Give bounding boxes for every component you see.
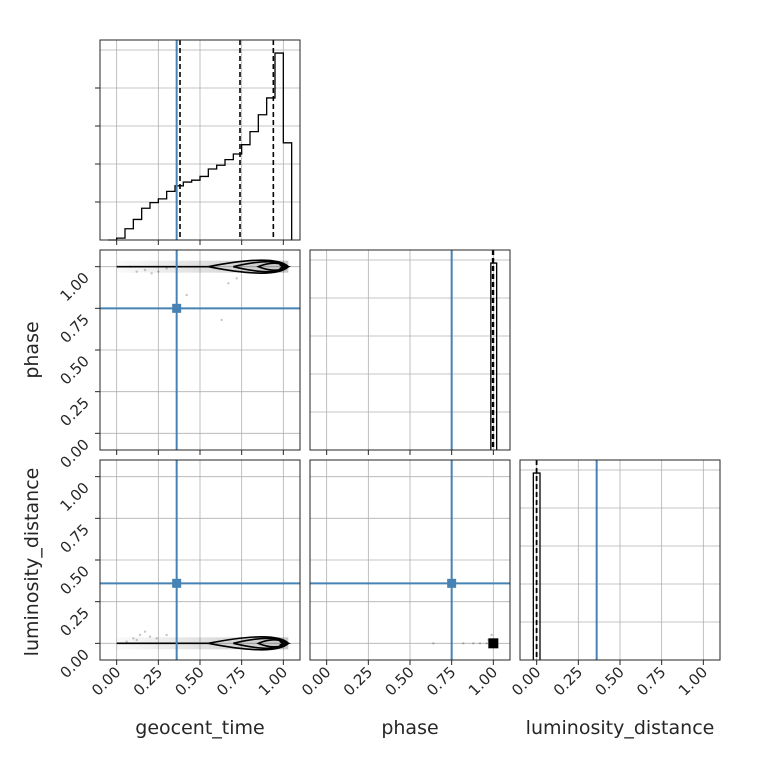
tail-point-2	[462, 642, 465, 645]
tail-point-0	[432, 642, 435, 645]
contour-3	[279, 640, 292, 647]
ytick-label-0: 0.00	[56, 435, 92, 471]
tail-point-4	[135, 638, 138, 642]
tail-point-6	[165, 633, 168, 637]
tail-point-7	[487, 638, 490, 642]
xtick-label-3: 0.75	[423, 663, 459, 699]
tail-point-4	[478, 642, 482, 645]
tail-point-7	[125, 640, 128, 643]
scatter-panel-geocent-time-vs-luminosity-distance: 0.00 0.25 0.50 0.75 1.000.000.250.500.751.00	[56, 459, 301, 699]
hist-panel-geocent-time	[95, 39, 301, 245]
xtick-label-1: 0.25	[130, 663, 166, 699]
scatter-panel-geocent-time-vs-phase: 0.00 0.25 0.50 0.75 1.00	[56, 249, 301, 472]
tail-point-5	[227, 282, 230, 285]
histogram-step-geocent-time	[108, 52, 293, 241]
truth-marker	[172, 303, 182, 313]
histogram-step-phase	[490, 262, 498, 450]
xtick-label-2: 0.50	[171, 663, 207, 699]
xtick-label-0: 0.00	[88, 663, 124, 699]
xtick-label-3: 0.75	[213, 663, 249, 699]
ytick-label-4: 1.00	[56, 479, 92, 515]
tail-point-2	[143, 268, 147, 272]
xtick-label-3: 0.75	[633, 663, 669, 699]
xtick-label-1: 0.25	[550, 663, 586, 699]
scatter-panel-phase-vs-luminosity-distance: 0.00 0.25 0.50 0.75 1.00	[298, 459, 511, 699]
tail-point-9	[128, 265, 132, 268]
tail-point-6	[235, 277, 238, 280]
tail-point-0	[132, 637, 135, 640]
xtick-label-0: 0.00	[298, 663, 334, 699]
tail-point-5	[155, 637, 158, 640]
ylabel-luminosity-distance: luminosity_distance	[21, 468, 43, 657]
density-cluster	[488, 638, 499, 649]
xtick-label-2: 0.50	[591, 663, 627, 699]
tail-point-5	[485, 642, 488, 645]
xtick-label-1: 0.25	[340, 663, 376, 699]
truth-marker	[172, 578, 182, 588]
tail-point-8	[165, 267, 168, 270]
tail-point-3	[148, 635, 152, 638]
ytick-label-3: 0.75	[56, 310, 92, 346]
ylabel-phase: phase	[21, 321, 43, 378]
xtick-label-0: 0.00	[508, 663, 544, 699]
tail-point-0	[157, 270, 160, 273]
tail-point-3	[472, 642, 475, 645]
xlabel-luminosity-distance: luminosity_distance	[526, 717, 715, 739]
ytick-label-3: 0.75	[56, 520, 92, 556]
hist-panel-phase	[309, 249, 511, 455]
ytick-label-1: 0.25	[56, 604, 92, 640]
truth-marker	[447, 578, 457, 588]
xtick-label-4: 1.00	[465, 663, 501, 699]
ytick-label-0: 0.00	[56, 645, 92, 681]
hist-panel-luminosity-distance: 0.00 0.25 0.50 0.75 1.00	[508, 459, 721, 699]
xlabel-geocent-time: geocent_time	[135, 717, 264, 739]
ytick-label-2: 0.50	[56, 352, 92, 388]
xtick-label-4: 1.00	[255, 663, 291, 699]
ytick-label-2: 0.50	[56, 562, 92, 598]
tail-point-2	[143, 630, 147, 633]
histogram-step-luminosity-distance	[532, 472, 541, 660]
xtick-label-4: 1.00	[675, 663, 711, 699]
xlabel-phase: phase	[381, 717, 438, 739]
xtick-label-2: 0.50	[381, 663, 417, 699]
tail-point-6	[490, 633, 493, 637]
contour-3	[279, 263, 292, 270]
tail-point-1	[150, 272, 153, 275]
tail-point-3	[135, 270, 138, 273]
tail-point-1	[138, 633, 142, 637]
tail-point-7	[185, 293, 188, 297]
ytick-label-1: 0.25	[56, 394, 92, 430]
tail-point-4	[220, 318, 223, 322]
ytick-label-4: 1.00	[56, 269, 92, 305]
